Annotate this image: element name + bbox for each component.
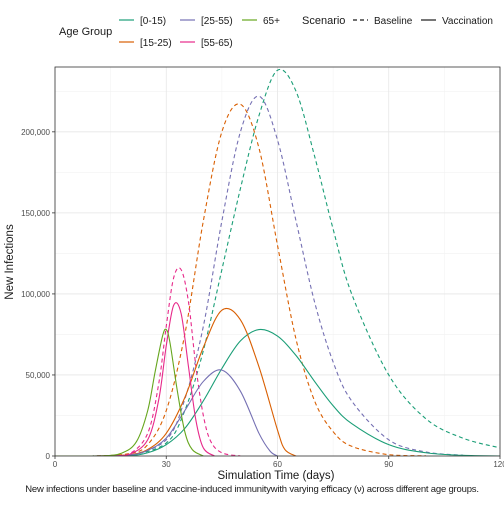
- legend-label-age-group: [55-65): [201, 38, 233, 49]
- legend-label-scenario: Vaccination: [442, 16, 493, 27]
- y-tick-label: 150,000: [21, 209, 50, 218]
- series-lines: [55, 68, 500, 456]
- line-vaccination-age-55-65: [55, 302, 215, 456]
- line-vaccination-age-65: [55, 328, 204, 456]
- x-axis-label: Simulation Time (days): [218, 470, 335, 482]
- line-vaccination-age-0-15: [55, 328, 500, 456]
- legend-label-age-group: [25-55): [201, 16, 233, 27]
- legend-label-age-group: [15-25): [140, 38, 172, 49]
- figure-caption: New infections under baseline and vaccin…: [25, 484, 479, 495]
- x-tick-label: 0: [53, 460, 58, 469]
- legend-label-age-group: 65+: [263, 16, 280, 27]
- axes: 0 30 60 90 120 0 50,000 100,000 150,000 200,000: [21, 128, 504, 469]
- legend-label-scenario: Baseline: [374, 16, 413, 27]
- x-tick-label: 60: [273, 460, 282, 469]
- y-tick-label: 50,000: [26, 371, 51, 380]
- legend-title-scenario: Scenario: [302, 15, 345, 27]
- x-tick-label: 120: [493, 460, 504, 469]
- legend-title-age-group: Age Group: [59, 26, 112, 38]
- line-baseline-age-0-15: [55, 68, 500, 456]
- line-baseline-age-25-55: [55, 95, 463, 456]
- x-tick-label: 30: [162, 460, 171, 469]
- panel-border: [54, 66, 501, 457]
- x-tick-label: 90: [384, 460, 393, 469]
- y-tick-label: 0: [46, 452, 51, 461]
- y-tick-label: 100,000: [21, 290, 50, 299]
- legend: Age Group [0-15) [15-25) [25-55) [55-65) 65+ S…: [59, 15, 493, 49]
- y-tick-label: 200,000: [21, 128, 50, 137]
- line-baseline-age-15-25: [55, 103, 426, 456]
- legend-label-age-group: [0-15): [140, 16, 166, 27]
- y-axis-label: New Infections: [4, 224, 16, 300]
